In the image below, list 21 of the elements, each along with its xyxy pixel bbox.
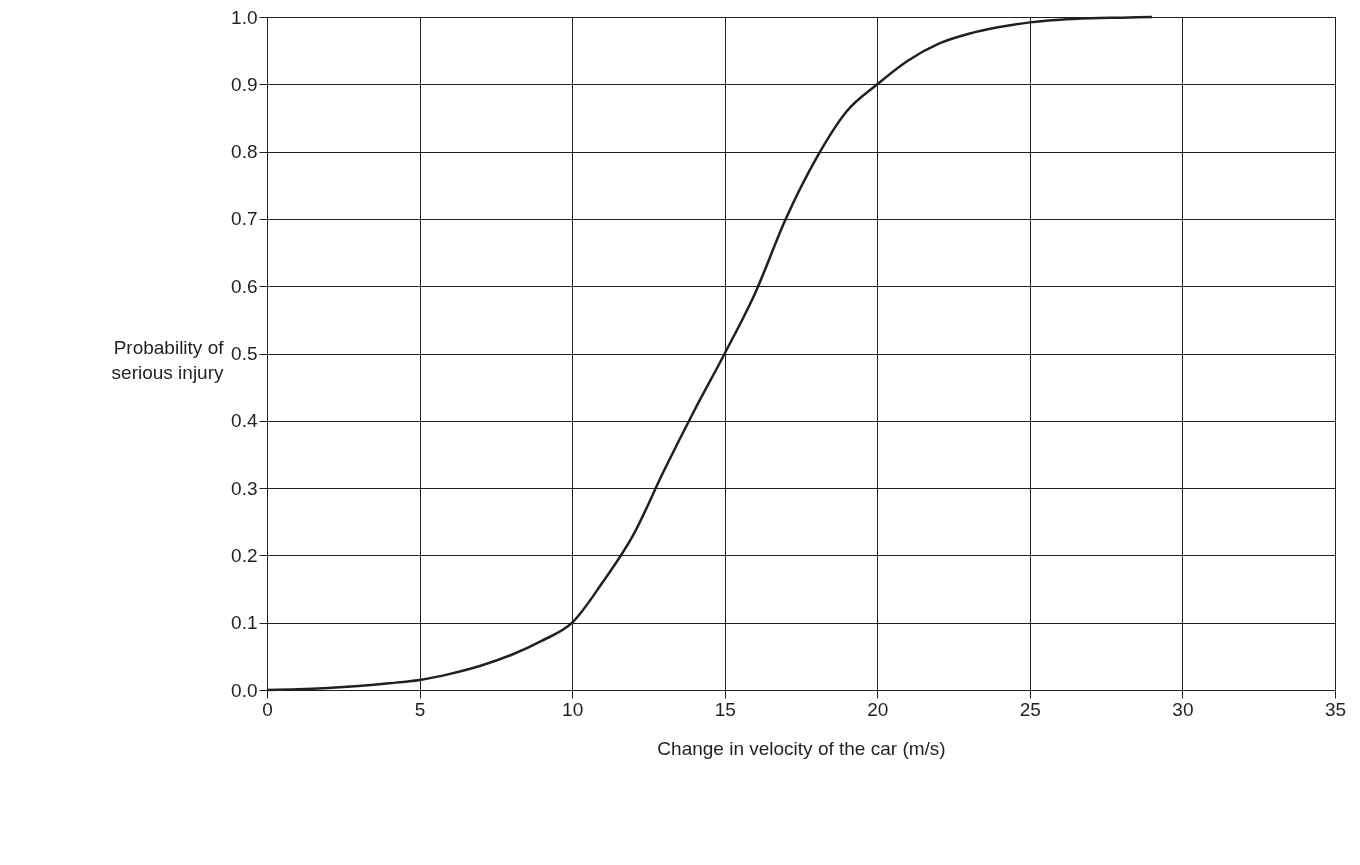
y-tick-label: 0.0 xyxy=(231,679,258,701)
y-tick-label: 0.7 xyxy=(231,208,258,230)
x-tick-label: 35 xyxy=(1324,698,1347,720)
x-tick-label: 15 xyxy=(714,698,736,720)
x-tick-label: 0 xyxy=(262,698,273,720)
x-tick-label: 20 xyxy=(867,698,889,720)
y-tick-label: 1.0 xyxy=(231,6,258,28)
y-tick-label: 0.8 xyxy=(231,141,258,163)
x-tick-label: 10 xyxy=(562,698,584,720)
x-axis-title: Change in velocity of the car (m/s) xyxy=(657,737,946,759)
y-tick-label: 0.1 xyxy=(231,612,258,634)
y-tick-label: 0.3 xyxy=(231,477,258,499)
y-axis-title: Probability of serious injury xyxy=(111,336,225,383)
y-tick-label: 0.6 xyxy=(231,275,258,297)
x-tick-label: 30 xyxy=(1172,698,1194,720)
x-tick-label: 25 xyxy=(1019,698,1041,720)
x-tick-label: 5 xyxy=(414,698,426,720)
y-tick-label: 0.9 xyxy=(231,73,258,95)
y-tick-label: 0.5 xyxy=(231,343,258,364)
y-tick-label: 0.4 xyxy=(231,410,258,432)
y-tick-label: 0.2 xyxy=(231,544,258,566)
